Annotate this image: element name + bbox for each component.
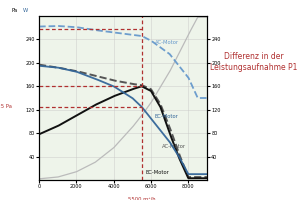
Text: 5500 m³/h: 5500 m³/h [128, 196, 155, 200]
Text: AC-Motor: AC-Motor [162, 144, 186, 149]
Text: EC-Motor: EC-Motor [146, 170, 169, 175]
Text: AC-Motor: AC-Motor [155, 40, 179, 45]
Text: Differenz in der
Leistungsaufnahme P1: Differenz in der Leistungsaufnahme P1 [210, 52, 297, 72]
Text: EC-Motor: EC-Motor [155, 114, 178, 119]
Text: 125 Pa: 125 Pa [0, 104, 12, 109]
Text: Pa: Pa [12, 8, 18, 13]
Text: W: W [23, 8, 28, 13]
